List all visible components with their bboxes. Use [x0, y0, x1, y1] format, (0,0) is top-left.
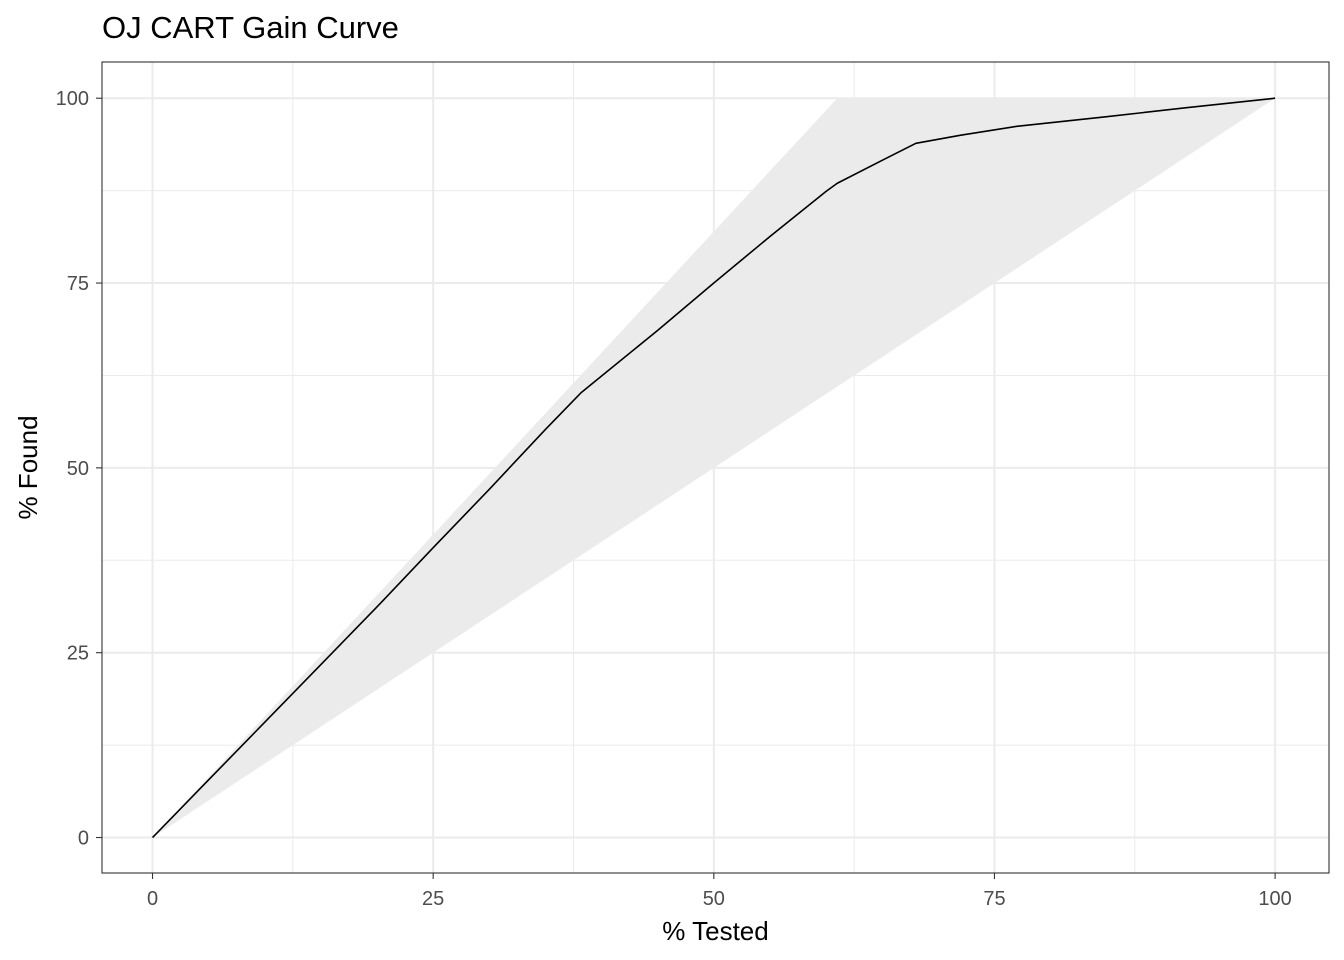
gain-band-area — [152, 98, 1276, 838]
axis-ticks: 0 25 50 75 100 0 25 50 75 100 — [56, 88, 1292, 910]
gain-curve-line — [151, 97, 1276, 839]
x-tick-label: 100 — [1258, 888, 1291, 910]
y-tick-label: 25 — [67, 643, 89, 665]
y-tick-label: 50 — [67, 458, 89, 480]
x-tick-label: 25 — [422, 888, 444, 910]
x-tick-label: 75 — [983, 888, 1005, 910]
x-tick-label: 50 — [703, 888, 725, 910]
x-axis-title: % Tested — [662, 916, 768, 946]
y-tick-label: 75 — [67, 273, 89, 295]
chart-title: OJ CART Gain Curve — [102, 10, 399, 45]
gain-line — [151, 97, 1276, 839]
gain-band — [152, 98, 1276, 838]
y-tick-label: 100 — [56, 88, 89, 110]
x-tick-label: 0 — [147, 888, 158, 910]
y-axis-title: % Found — [13, 415, 43, 519]
y-tick-label: 0 — [78, 828, 89, 850]
